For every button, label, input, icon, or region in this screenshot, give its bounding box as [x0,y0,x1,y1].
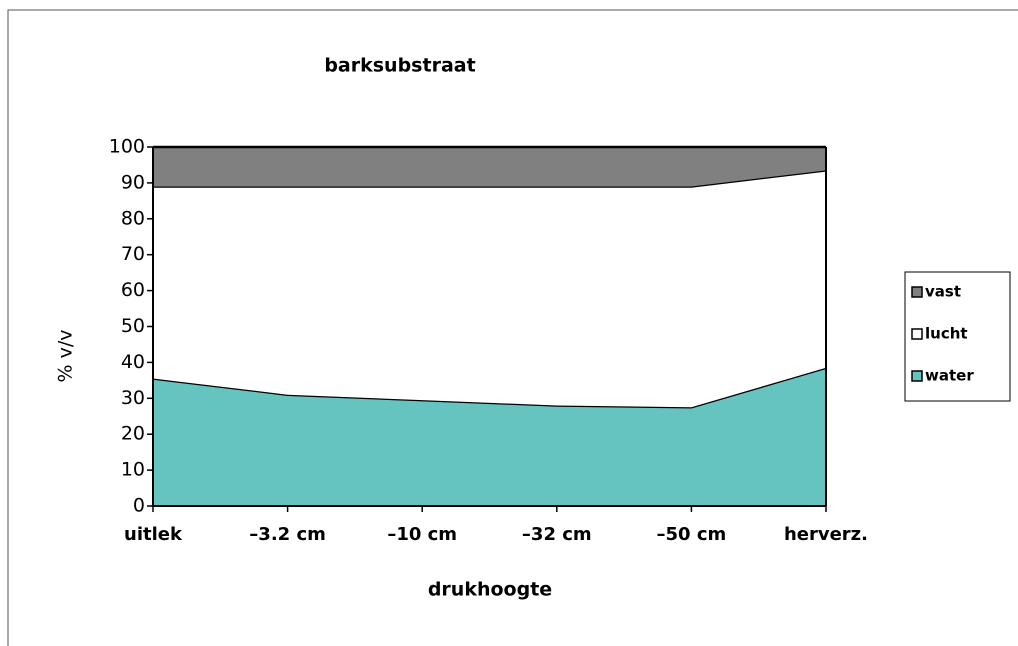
y-tick-label: 50 [121,315,145,337]
y-tick-label: 100 [109,136,145,158]
x-tick-label: –3.2 cm [249,524,326,545]
y-tick-label: 30 [121,387,145,409]
legend-swatch [911,328,923,340]
y-tick-label: 20 [121,423,145,445]
legend-label: water [925,367,974,385]
x-axis-label: drukhoogte [428,579,552,601]
chart-title: barksubstraat [324,55,475,77]
x-tick-label: –32 cm [522,524,592,545]
y-tick-label: 0 [133,495,145,517]
x-tick-label: uitlek [124,524,183,545]
legend-label: vast [925,283,961,301]
y-tick-label: 80 [121,207,145,229]
frame [7,9,1018,646]
x-tick-label: –10 cm [387,524,457,545]
y-axis-label: % v/v [55,330,77,383]
legend-label: lucht [925,325,968,343]
y-tick-label: 70 [121,243,145,265]
y-tick-label: 90 [121,171,145,193]
area [153,367,826,506]
area [153,147,826,187]
x-tick-label: –50 cm [657,524,727,545]
legend-swatch [911,286,923,298]
y-tick-label: 60 [121,279,145,301]
x-tick-label: herverz. [784,524,868,545]
area [153,170,826,408]
y-tick-label: 10 [121,459,145,481]
legend-swatch [911,370,923,382]
y-tick-label: 40 [121,351,145,373]
